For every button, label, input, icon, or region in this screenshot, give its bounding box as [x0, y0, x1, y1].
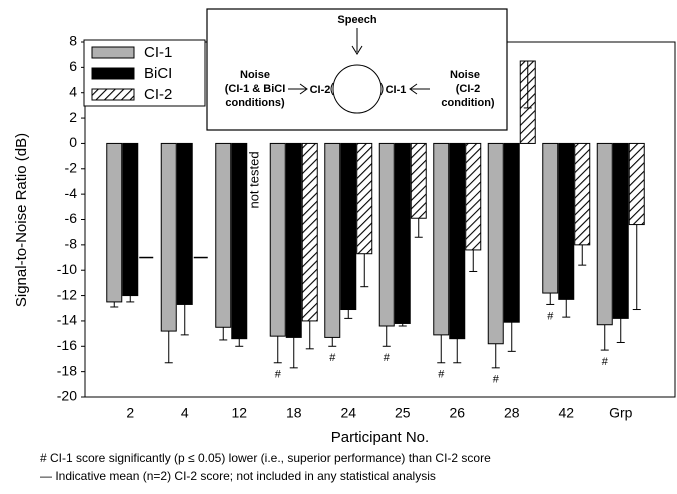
annotation: not tested [247, 151, 262, 208]
legend-swatch [91, 88, 135, 101]
x-tick-label: Grp [609, 405, 633, 421]
y-tick-label: -18 [57, 362, 77, 378]
y-tick-label: 4 [69, 83, 77, 99]
significance-mark: # [438, 369, 445, 381]
bar [596, 142, 613, 326]
x-tick-label: 12 [231, 405, 247, 421]
y-axis-label: Signal-to-Noise Ratio (dB) [13, 133, 30, 307]
bar [215, 142, 232, 328]
x-tick-label: 26 [449, 405, 465, 421]
head [332, 64, 382, 114]
x-axis-label: Participant No. [331, 429, 429, 446]
diagram-label: Noise [240, 69, 270, 81]
diagram-label: Speech [337, 14, 376, 26]
bar [612, 142, 629, 319]
y-tick-label: -12 [57, 286, 77, 302]
y-tick-label: -10 [57, 261, 77, 277]
bar [356, 142, 373, 255]
y-tick-label: 6 [69, 58, 77, 74]
bar [378, 142, 395, 327]
significance-mark: # [275, 369, 282, 381]
y-tick-label: -20 [57, 388, 77, 404]
legend-label: BiCI [144, 65, 172, 82]
x-tick-label: 2 [126, 405, 134, 421]
bar [503, 142, 520, 323]
inset-diagram: Speech Noise (CI-1 & BiCI conditions) CI… [206, 8, 508, 131]
bar [433, 142, 450, 336]
significance-mark: # [384, 352, 391, 364]
legend: CI-1 BiCI CI-2 [83, 39, 206, 107]
x-tick-label: 18 [286, 405, 302, 421]
diagram-label: CI-1 [386, 84, 407, 96]
bar [176, 142, 193, 305]
significance-mark: # [547, 310, 554, 322]
footnote: # CI-1 score significantly (p ≤ 0.05) lo… [40, 451, 491, 465]
x-tick-label: 25 [395, 405, 411, 421]
y-tick-label: -6 [65, 210, 78, 226]
bar [465, 142, 482, 251]
bar [160, 142, 177, 332]
bar [487, 142, 504, 345]
y-tick-label: -16 [57, 337, 77, 353]
arrow [351, 45, 363, 55]
y-tick-label: -14 [57, 312, 77, 328]
bar [122, 142, 139, 297]
bar [410, 142, 427, 219]
x-tick-label: 42 [558, 405, 574, 421]
diagram-label: condition) [441, 97, 494, 109]
legend-label: CI-2 [144, 86, 172, 103]
bar [558, 142, 575, 300]
x-tick-label: 24 [340, 405, 356, 421]
legend-swatch [91, 46, 135, 59]
bar [324, 142, 341, 338]
bar [449, 142, 466, 340]
diagram-label: conditions) [225, 97, 285, 109]
bar [574, 142, 591, 246]
y-tick-label: -4 [65, 185, 78, 201]
diagram-label: CI-2 [310, 84, 331, 96]
arrow [299, 83, 308, 95]
bar [340, 142, 357, 311]
bar [106, 142, 123, 303]
significance-mark: # [329, 352, 336, 364]
diagram-label: (CI-2 [456, 83, 480, 95]
x-tick-label: 4 [181, 405, 189, 421]
arrow [409, 83, 418, 95]
y-tick-label: 8 [69, 33, 77, 49]
ears [330, 82, 384, 96]
bar [628, 142, 645, 226]
y-tick-label: -8 [65, 236, 78, 252]
bar [269, 142, 286, 337]
x-tick-label: 28 [504, 405, 520, 421]
diagram-label: (CI-1 & BiCI [225, 83, 286, 95]
significance-mark: # [602, 356, 609, 368]
y-tick-label: 2 [69, 109, 77, 125]
bar [394, 142, 411, 324]
bar [301, 142, 318, 322]
legend-label: CI-1 [144, 44, 172, 61]
footnote: — Indicative mean (n=2) CI-2 score; not … [40, 469, 436, 483]
bar [542, 142, 559, 294]
significance-mark: # [493, 374, 500, 386]
y-tick-label: 0 [69, 134, 77, 150]
diagram-label: Noise [450, 69, 480, 81]
bar [285, 142, 302, 338]
y-tick-label: -2 [65, 159, 78, 175]
legend-swatch [91, 67, 135, 80]
bar [231, 142, 248, 340]
